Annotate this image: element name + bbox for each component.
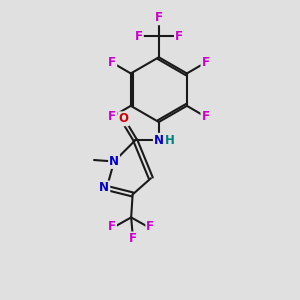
Text: N: N [109, 155, 119, 168]
Text: F: F [129, 232, 136, 245]
Text: O: O [118, 112, 128, 125]
Text: F: F [201, 110, 209, 123]
Text: F: F [135, 29, 143, 43]
Text: F: F [146, 220, 154, 233]
Text: N: N [99, 182, 110, 194]
Text: F: F [108, 110, 116, 123]
Text: F: F [108, 220, 116, 233]
Text: H: H [165, 134, 175, 147]
Text: F: F [175, 29, 183, 43]
Text: F: F [155, 11, 163, 24]
Text: N: N [154, 134, 164, 147]
Text: F: F [108, 56, 116, 69]
Text: F: F [201, 56, 209, 69]
